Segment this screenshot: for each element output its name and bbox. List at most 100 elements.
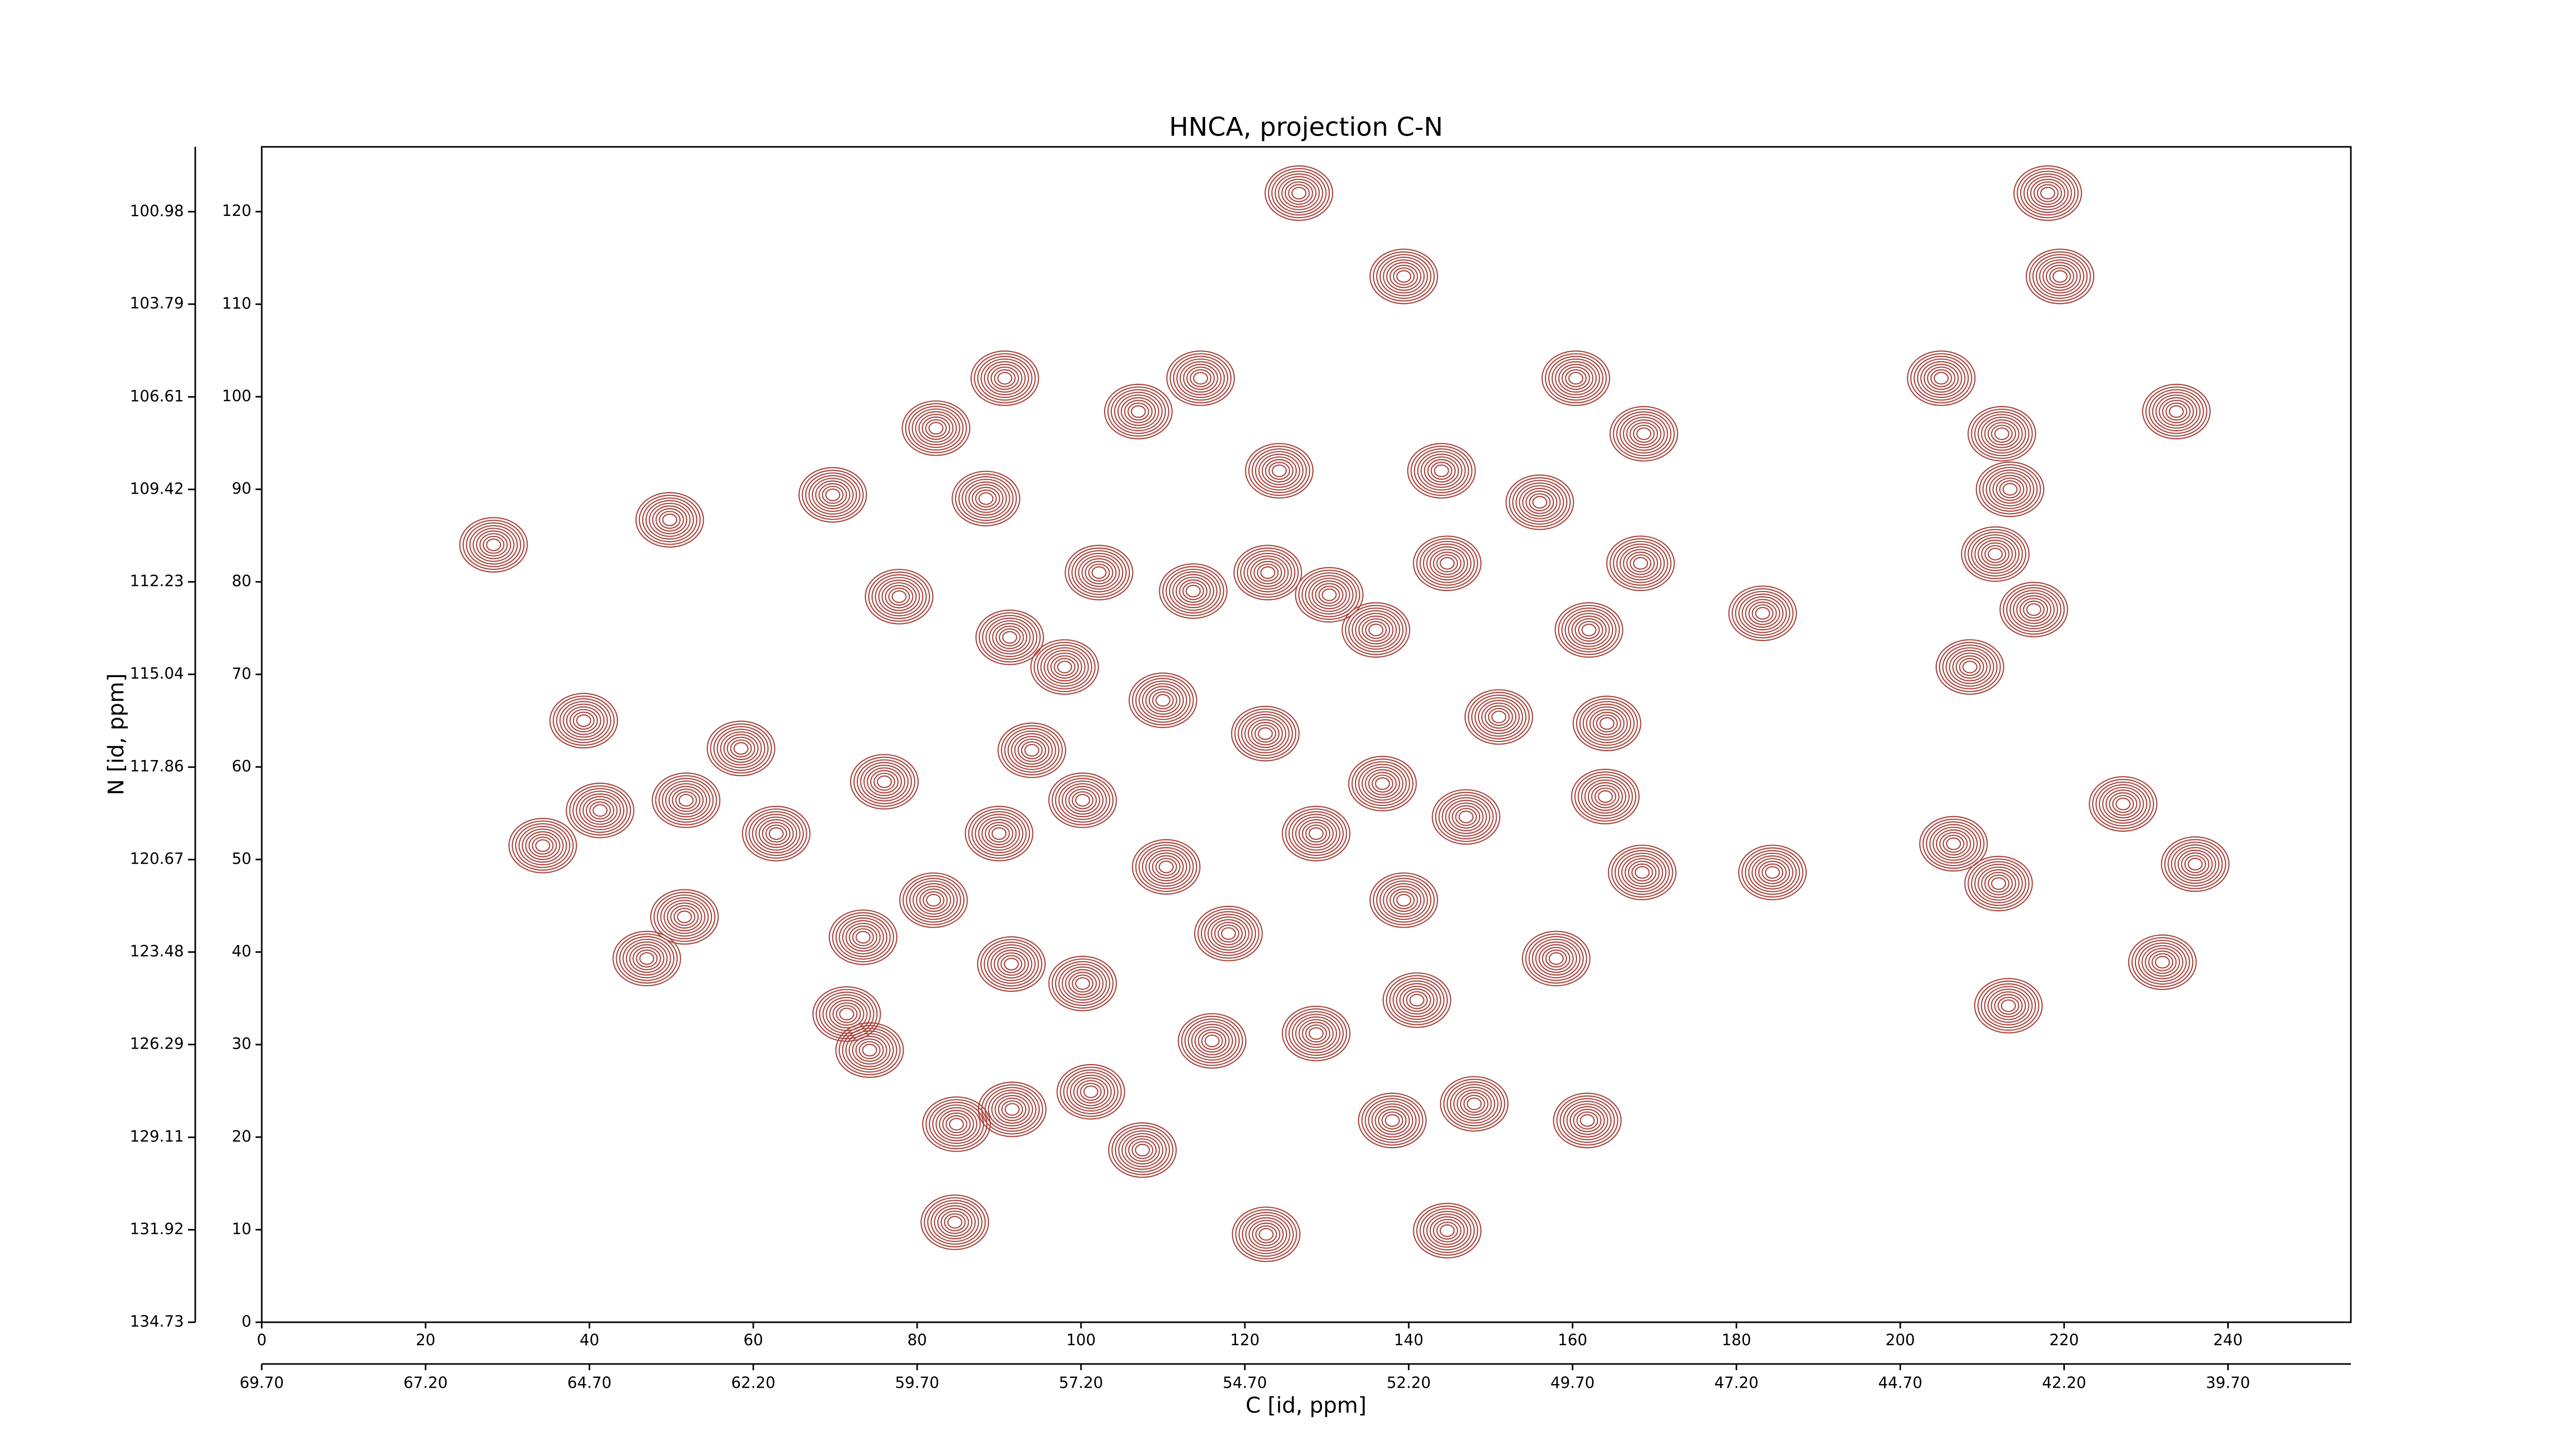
contour-ring	[1047, 652, 1082, 682]
contour-ring	[1305, 1024, 1327, 1043]
contour-ring	[1278, 176, 1320, 210]
contour-ring	[1078, 555, 1120, 590]
contour-ring	[1135, 678, 1191, 723]
y-axis-label: N [id, ppm]	[104, 673, 129, 796]
contour-ring	[1066, 1072, 1115, 1112]
contour-ring	[1738, 593, 1787, 633]
contour-ring	[1004, 957, 1019, 971]
contour-ring	[733, 742, 749, 755]
contour-ring	[1628, 861, 1657, 884]
contour-ring	[911, 408, 960, 448]
contour-ring	[1581, 777, 1630, 817]
contour-ring	[919, 888, 948, 912]
y-tick-label: 10	[232, 1220, 251, 1238]
contour-ring	[706, 720, 775, 777]
contour-ring	[994, 369, 1016, 387]
contour-ring	[1298, 1019, 1334, 1048]
contour-ring	[1121, 397, 1156, 426]
contour-ring	[2009, 589, 2058, 630]
contour-ring	[1553, 1092, 1622, 1149]
contour-ring	[1132, 675, 1194, 726]
contour-ring	[1348, 755, 1417, 812]
contour-ring	[1138, 844, 1194, 889]
contour-ring	[1971, 861, 2026, 906]
contour-ring	[1061, 783, 1104, 818]
contour-ring	[1971, 409, 2033, 459]
contour-ring	[1613, 541, 1668, 586]
contour-ring	[1056, 1064, 1125, 1120]
contour-ring	[925, 1099, 988, 1150]
contour-ring	[2023, 173, 2072, 213]
contour-ring	[1043, 650, 1086, 684]
contour-ring	[853, 756, 916, 807]
y2-tick-label: 129.11	[130, 1128, 184, 1146]
contour-ring	[1245, 1217, 1287, 1252]
contour-ring	[1358, 615, 1394, 645]
contour-ring	[1021, 741, 1043, 760]
contour-ring	[1166, 350, 1235, 406]
x-tick-label: 220	[2049, 1332, 2079, 1350]
contour-ring	[1104, 383, 1173, 440]
contour-ring	[2145, 948, 2180, 977]
contour-ring	[985, 821, 1013, 846]
contour-ring	[1541, 350, 1611, 406]
contour-ring	[1040, 647, 1089, 687]
contour-ring	[1942, 644, 1998, 689]
contour-ring	[569, 785, 631, 836]
contour-ring	[891, 590, 907, 603]
contour-ring	[1460, 1092, 1489, 1116]
contour-ring	[1913, 356, 1969, 401]
contour-ring	[1393, 891, 1415, 909]
contour-ring	[1758, 861, 1787, 884]
contour-ring	[1599, 717, 1615, 730]
contour-ring	[1614, 850, 1670, 895]
contour-ring	[1631, 863, 1653, 882]
contour-ring	[1936, 829, 1971, 858]
contour-ring	[1427, 459, 1456, 483]
contour-ring	[1455, 807, 1477, 826]
contour-ring	[639, 952, 654, 965]
contour-ring	[652, 505, 688, 534]
contour-ring	[998, 628, 1021, 647]
contour-ring	[981, 819, 1017, 848]
contour-ring	[1240, 550, 1296, 595]
contour-ring	[758, 819, 794, 848]
contour-ring	[1139, 680, 1188, 720]
contour-ring	[1609, 406, 1679, 462]
contour-ring	[1478, 700, 1520, 734]
contour-ring	[1406, 991, 1428, 1009]
contour-ring	[862, 1043, 877, 1057]
contour-ring	[1301, 572, 1357, 617]
contour-ring	[1562, 366, 1590, 390]
plot-frame	[261, 146, 2352, 1323]
contour-ring	[1248, 1220, 1284, 1249]
contour-ring	[1744, 850, 1800, 895]
contour-ring	[2188, 857, 2203, 871]
contour-ring	[1974, 864, 2023, 903]
contour-ring	[723, 734, 759, 763]
contour-ring	[1238, 711, 1293, 756]
contour-ring	[947, 1216, 962, 1229]
contour-ring	[839, 917, 888, 957]
x2-tick-label: 52.20	[1386, 1374, 1431, 1392]
contour-ring	[1255, 1225, 1277, 1243]
contour-ring	[939, 1109, 974, 1139]
contour-ring	[2134, 939, 2190, 985]
contour-ring	[1311, 580, 1347, 610]
contour-ring	[1984, 419, 2020, 448]
contour-ring	[1995, 477, 2025, 501]
x-tick-label: 120	[1230, 1332, 1260, 1350]
contour-ring	[1052, 775, 1114, 825]
contour-ring	[512, 820, 574, 871]
contour-ring	[2016, 168, 2079, 218]
contour-ring	[1515, 482, 1564, 522]
contour-ring	[2161, 836, 2230, 892]
contour-ring	[1982, 467, 2038, 512]
contour-ring	[466, 522, 521, 567]
contour-ring	[619, 936, 674, 981]
contour-ring	[1151, 855, 1181, 879]
contour-ring	[676, 911, 692, 923]
contour-ring	[1072, 791, 1094, 810]
contour-ring	[1375, 777, 1390, 790]
contour-ring	[1619, 414, 1668, 454]
